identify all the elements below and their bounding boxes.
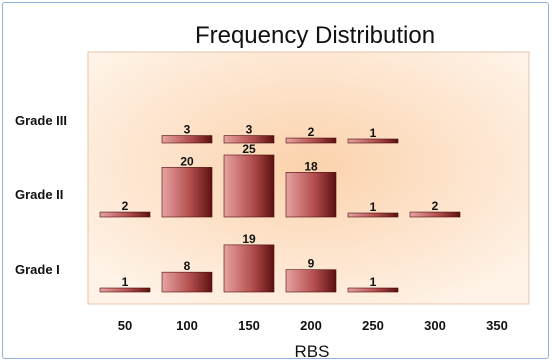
bar bbox=[161, 271, 213, 293]
bar bbox=[285, 269, 337, 293]
bar bbox=[409, 211, 461, 218]
bar bbox=[99, 287, 151, 293]
bar-value-label: 1 bbox=[370, 126, 377, 140]
row-label: Grade I bbox=[15, 262, 60, 277]
bar-value-label: 20 bbox=[180, 154, 194, 168]
x-tick-label: 350 bbox=[486, 318, 508, 333]
bar-value-label: 8 bbox=[184, 259, 191, 273]
bar-value-label: 1 bbox=[370, 200, 377, 214]
bar bbox=[223, 154, 275, 218]
bar bbox=[99, 211, 151, 218]
bar-value-label: 1 bbox=[122, 275, 129, 289]
x-tick-label: 300 bbox=[424, 318, 446, 333]
bar bbox=[285, 172, 337, 218]
bar bbox=[223, 135, 275, 144]
bar-value-label: 9 bbox=[308, 257, 315, 271]
bar-value-label: 18 bbox=[304, 159, 318, 173]
bar bbox=[347, 138, 399, 144]
bar-value-label: 2 bbox=[432, 199, 439, 213]
bar bbox=[285, 137, 337, 144]
bar-value-label: 25 bbox=[242, 142, 256, 156]
bar-value-label: 3 bbox=[184, 123, 191, 137]
row-label: Grade III bbox=[15, 113, 67, 128]
bar-value-label: 1 bbox=[370, 275, 377, 289]
bar bbox=[161, 135, 213, 144]
chart-frame: Frequency Distribution RBS 50 100 150 200 25… bbox=[2, 2, 549, 360]
row-label: Grade II bbox=[15, 187, 63, 202]
x-tick-label: 150 bbox=[238, 318, 260, 333]
chart-svg: Frequency Distribution RBS 50 100 150 200 25… bbox=[15, 22, 530, 360]
bar-value-label: 2 bbox=[308, 125, 315, 139]
row-category-labels: Grade I Grade II Grade III bbox=[15, 113, 67, 277]
x-tick-label: 100 bbox=[176, 318, 198, 333]
x-tick-label: 200 bbox=[300, 318, 322, 333]
x-tick-label: 50 bbox=[118, 318, 132, 333]
x-tick-label: 250 bbox=[362, 318, 384, 333]
bar-value-label: 3 bbox=[246, 123, 253, 137]
chart-title: Frequency Distribution bbox=[195, 22, 435, 49]
bar-value-label: 19 bbox=[242, 232, 256, 246]
bar bbox=[347, 287, 399, 293]
bar bbox=[161, 167, 213, 218]
x-axis-label: RBS bbox=[295, 342, 330, 360]
bar-value-label: 2 bbox=[122, 199, 129, 213]
bar bbox=[347, 212, 399, 218]
bars bbox=[99, 135, 461, 293]
bar bbox=[223, 244, 275, 293]
x-tick-labels: 50 100 150 200 250 300 350 bbox=[118, 318, 508, 333]
